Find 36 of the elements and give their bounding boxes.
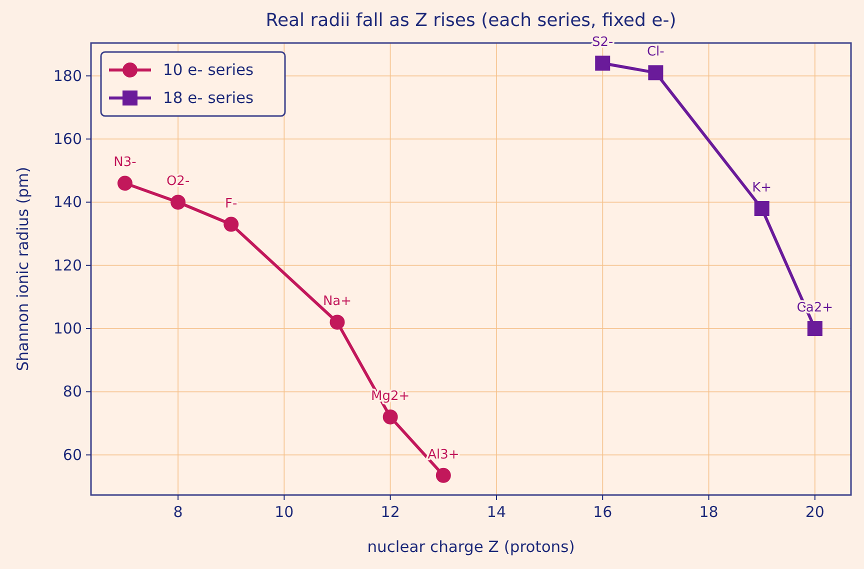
x-tick-label: 16 — [593, 503, 612, 521]
point — [648, 65, 664, 80]
annotation: F- — [225, 196, 238, 212]
point — [807, 321, 822, 336]
y-axis-title: Shannon ionic radius (pm) — [14, 166, 32, 372]
point — [117, 176, 132, 191]
y-tick-label: 140 — [53, 193, 82, 212]
chart-title: Real radii fall as Z rises (each series, fixed e-) — [266, 10, 676, 31]
y-tick-label: 60 — [62, 446, 82, 464]
x-axis-title: nuclear charge Z (protons) — [367, 538, 575, 556]
legend-label: 10 e- series — [163, 61, 254, 79]
point — [224, 216, 239, 232]
x-tick-label: 12 — [380, 503, 400, 521]
annotation: Na+ — [322, 294, 352, 310]
point — [754, 201, 770, 216]
y-tick-label: 80 — [62, 382, 82, 401]
x-tick-label: 20 — [805, 503, 824, 521]
x-tick-label: 10 — [274, 503, 294, 521]
legend-label: 18 e- series — [163, 89, 254, 107]
point — [595, 56, 610, 71]
y-tick-label: 160 — [53, 130, 82, 148]
point — [436, 468, 451, 483]
annotation: Cl- — [646, 44, 665, 60]
annotation: Al3+ — [428, 447, 460, 462]
x-tick-label: 18 — [699, 503, 718, 521]
x-tick-label: 8 — [173, 503, 183, 521]
annotation: O2- — [166, 174, 190, 190]
x-tick-label: 14 — [486, 503, 506, 521]
point — [170, 194, 186, 210]
y-tick-label: 180 — [53, 66, 82, 85]
point — [330, 314, 345, 330]
annotation: K+ — [752, 180, 772, 196]
annotation: N3- — [114, 155, 137, 170]
y-tick-label: 120 — [53, 256, 82, 274]
y-tick-label: 100 — [53, 320, 82, 338]
point — [382, 409, 398, 424]
